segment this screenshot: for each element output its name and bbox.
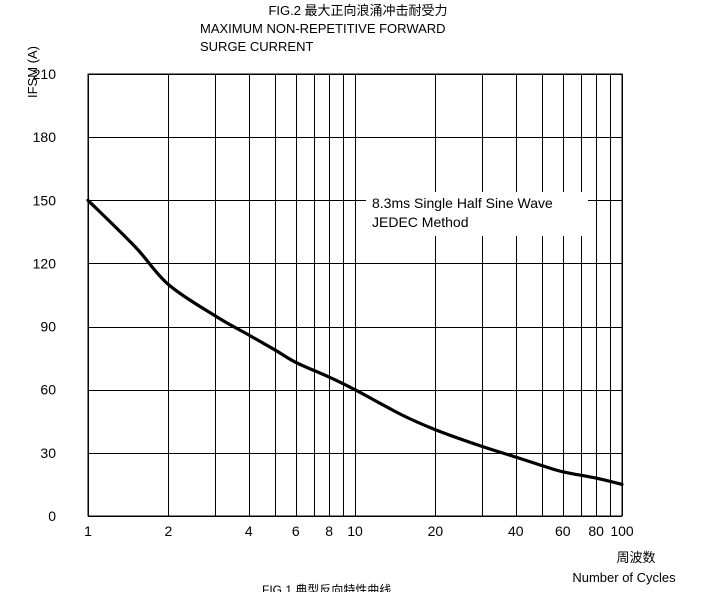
y-tick-label: 30: [40, 445, 56, 461]
x-tick-label: 60: [555, 523, 571, 539]
x-tick-labels: 1 2 4 6 8 10 20 40 60 80 100: [84, 523, 634, 539]
surge-current-curve: [86, 198, 624, 486]
chart-title-line-1: FIG.2 最大正向浪涌冲击耐受力: [268, 3, 447, 18]
x-tick-label: 1: [84, 523, 92, 539]
x-tick-label: 20: [428, 523, 444, 539]
footer-caption: FIG.1 典型反向特性曲线: [262, 582, 391, 592]
series-layer: [86, 198, 624, 486]
y-tick-label: 60: [40, 382, 56, 398]
annotation-line-2: JEDEC Method: [372, 214, 468, 230]
y-tick-label: 210: [33, 66, 57, 82]
annotation-line-1: 8.3ms Single Half Sine Wave: [372, 195, 553, 211]
y-tick-label: 180: [33, 129, 57, 145]
chart-title-line-2: MAXIMUM NON-REPETITIVE FORWARD: [200, 21, 446, 36]
x-tick-label: 4: [245, 523, 253, 539]
x-axis-label-english: Number of Cycles: [572, 570, 676, 585]
grid-lines: [88, 74, 623, 517]
y-tick-labels: 0 30 60 90 120 150 180 210: [33, 66, 57, 524]
x-tick-label: 100: [610, 523, 634, 539]
x-tick-label: 8: [325, 523, 333, 539]
x-tick-label: 80: [588, 523, 604, 539]
x-tick-label: 6: [292, 523, 300, 539]
y-tick-label: 150: [33, 192, 57, 208]
y-tick-label: 90: [40, 319, 56, 335]
x-axis-label-chinese: 周波数: [616, 550, 655, 565]
x-tick-label: 40: [508, 523, 524, 539]
y-tick-label: 120: [33, 255, 57, 271]
x-tick-label: 10: [347, 523, 363, 539]
chart-title-line-3: SURGE CURRENT: [200, 39, 313, 54]
y-tick-label: 0: [48, 508, 56, 524]
x-tick-label: 2: [164, 523, 172, 539]
plot-frame: [87, 73, 623, 517]
annotation-background: [366, 192, 588, 236]
y-axis-label: IFSM (A): [25, 46, 40, 98]
